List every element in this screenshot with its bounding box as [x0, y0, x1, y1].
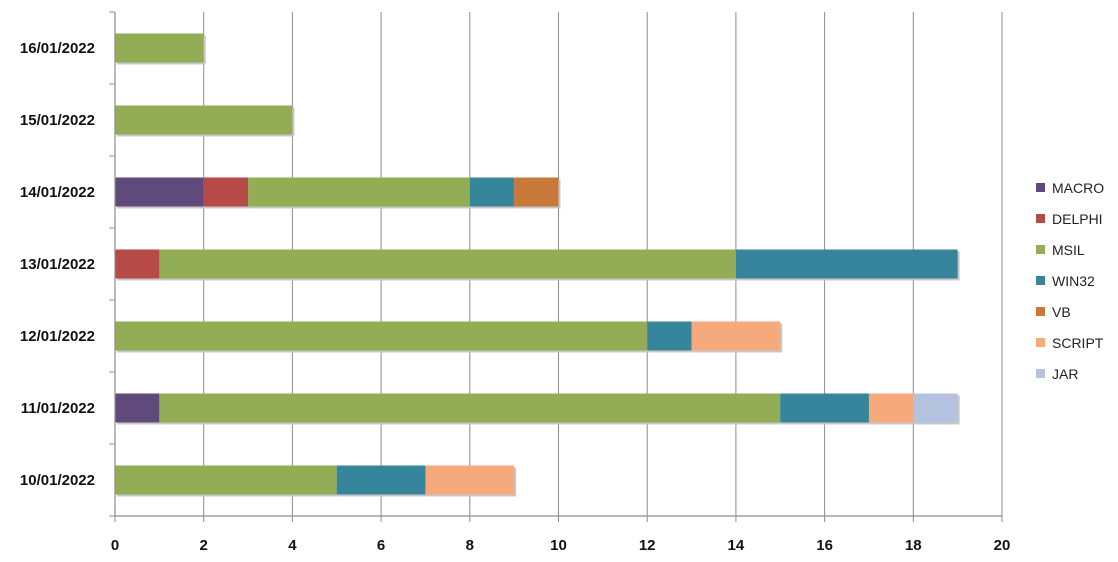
axes: 10/01/2022 11/01/2022 12/01/2022 13/01/2022… — [20, 11, 1011, 554]
bars — [115, 33, 960, 497]
legend-label-win32: WIN32 — [1052, 273, 1095, 289]
legend-swatch-macro — [1036, 183, 1045, 192]
y-tick-label-16-01-2022: 16/01/2022 — [20, 40, 95, 57]
x-tick-label-18: 18 — [905, 537, 922, 554]
bar-msil-15-01-2022 — [115, 105, 293, 135]
bar-msil-13-01-2022 — [159, 249, 736, 279]
x-tick-label-20: 20 — [994, 537, 1011, 554]
y-tick-label-10-01-2022: 10/01/2022 — [20, 472, 95, 489]
bar-script-11-01-2022 — [868, 393, 914, 423]
bar-win32-12-01-2022 — [647, 321, 692, 351]
bar-delphi-13-01-2022 — [115, 249, 160, 279]
x-tick-label-6: 6 — [377, 537, 385, 554]
y-tick-label-11-01-2022: 11/01/2022 — [21, 400, 95, 417]
legend-swatch-delphi — [1036, 214, 1045, 223]
legend-label-jar: JAR — [1052, 366, 1078, 382]
bar-delphi-14-01-2022 — [203, 177, 249, 207]
legend-swatch-script — [1036, 338, 1045, 347]
legend-label-macro: MACRO — [1052, 180, 1104, 196]
bar-win32-14-01-2022 — [469, 177, 515, 207]
bar-macro-11-01-2022 — [115, 393, 160, 423]
bar-msil-16-01-2022 — [115, 33, 204, 63]
bar-macro-14-01-2022 — [115, 177, 204, 207]
bar-msil-14-01-2022 — [248, 177, 470, 207]
y-tick-label-13-01-2022: 13/01/2022 — [20, 256, 95, 273]
bar-vb-14-01-2022 — [514, 177, 559, 207]
bar-win32-13-01-2022 — [735, 249, 958, 279]
bar-script-12-01-2022 — [691, 321, 781, 351]
bar-script-10-01-2022 — [425, 465, 515, 495]
bar-win32-10-01-2022 — [336, 465, 426, 495]
y-tick-label-14-01-2022: 14/01/2022 — [20, 184, 95, 201]
bar-msil-10-01-2022 — [115, 465, 337, 495]
x-tick-label-2: 2 — [200, 537, 208, 554]
bar-msil-11-01-2022 — [159, 393, 781, 423]
legend-swatch-jar — [1036, 369, 1045, 378]
x-tick-label-0: 0 — [111, 537, 119, 554]
legend-swatch-msil — [1036, 245, 1045, 254]
bar-win32-11-01-2022 — [780, 393, 869, 423]
x-tick-label-8: 8 — [466, 537, 474, 554]
bar-msil-12-01-2022 — [115, 321, 648, 351]
legend-swatch-vb — [1036, 307, 1045, 316]
legend-label-delphi: DELPHI — [1052, 211, 1103, 227]
x-tick-label-16: 16 — [816, 537, 833, 554]
legend-label-script: SCRIPT — [1052, 335, 1104, 351]
x-tick-label-10: 10 — [550, 537, 567, 554]
x-tick-label-4: 4 — [288, 537, 297, 554]
bar-jar-11-01-2022 — [913, 393, 958, 423]
y-tick-label-15-01-2022: 15/01/2022 — [20, 112, 95, 129]
legend-label-msil: MSIL — [1052, 242, 1085, 258]
legend-label-vb: VB — [1052, 304, 1071, 320]
x-tick-label-12: 12 — [639, 537, 656, 554]
x-tick-label-14: 14 — [728, 537, 745, 554]
legend: MACRO DELPHI MSIL WIN32 VB SCRIPT JAR — [1036, 180, 1104, 382]
y-tick-label-12-01-2022: 12/01/2022 — [20, 328, 95, 345]
legend-swatch-win32 — [1036, 276, 1045, 285]
